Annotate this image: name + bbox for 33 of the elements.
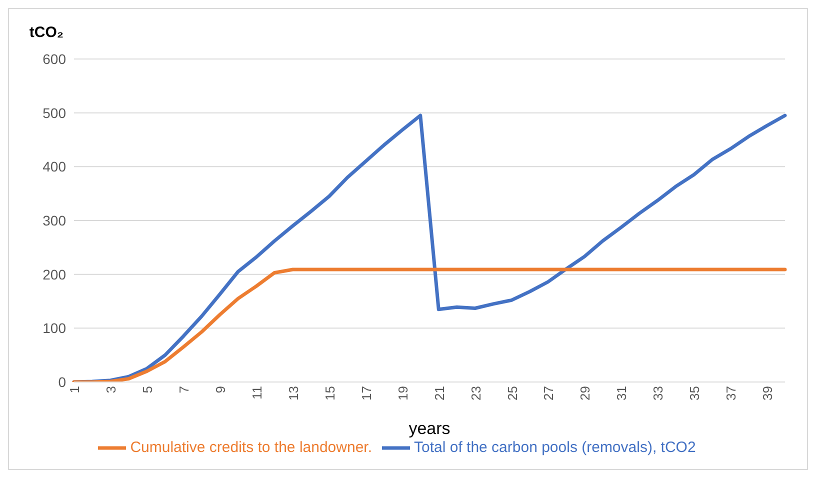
x-tick-label: 3 xyxy=(104,386,119,394)
y-tick-label: 100 xyxy=(42,320,66,336)
x-tick-label: 29 xyxy=(578,386,593,400)
x-tick-label: 9 xyxy=(213,386,228,394)
x-tick-label: 35 xyxy=(687,386,702,400)
x-tick-label: 37 xyxy=(724,386,739,400)
y-axis-title: tCO₂ xyxy=(29,24,64,41)
x-tick-label: 23 xyxy=(468,386,484,400)
line-series xyxy=(72,114,787,382)
x-tick-label: 31 xyxy=(614,386,630,400)
x-tick-label: 7 xyxy=(176,386,192,394)
legend-label: Total of the carbon pools (removals), tCO2 xyxy=(414,438,696,456)
x-tick-label: 21 xyxy=(432,386,447,400)
x-axis-title: years xyxy=(408,419,450,438)
x-tick-label: 1 xyxy=(67,386,82,394)
x-tick-label: 5 xyxy=(140,386,156,394)
x-tick-label: 19 xyxy=(395,386,410,400)
x-tick-label: 17 xyxy=(358,386,374,400)
y-tick-label: 0 xyxy=(58,374,66,390)
y-tick-label: 300 xyxy=(42,212,66,228)
x-tick-label: 15 xyxy=(322,386,338,400)
x-tick-label: 25 xyxy=(504,386,520,400)
line-series xyxy=(72,268,787,382)
x-tick-label: 13 xyxy=(286,386,301,400)
y-tick-label: 500 xyxy=(42,104,66,121)
x-tick-label: 27 xyxy=(541,386,556,400)
x-tick-label: 11 xyxy=(250,386,265,400)
x-tick-label: 33 xyxy=(650,386,666,400)
legend-label: Cumulative credits to the landowner. xyxy=(130,438,372,456)
x-tick-label: 39 xyxy=(760,386,775,400)
y-tick-label: 200 xyxy=(42,266,66,282)
y-tick-label: 400 xyxy=(42,158,66,175)
y-tick-label: 600 xyxy=(42,50,66,67)
